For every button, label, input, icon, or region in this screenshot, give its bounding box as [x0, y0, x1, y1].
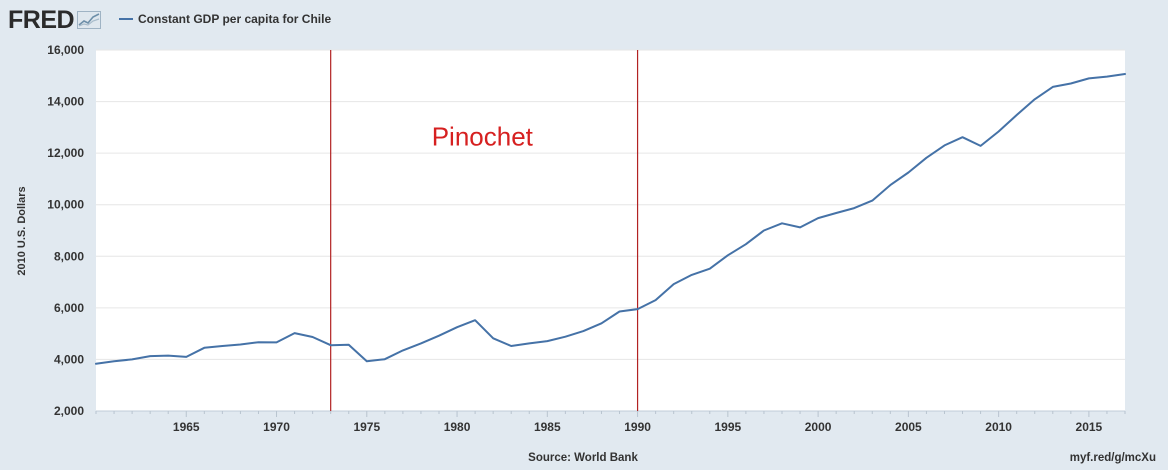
x-tick-label: 1995	[714, 420, 741, 434]
series-line	[95, 73, 1126, 365]
x-tick-label: 1985	[534, 420, 561, 434]
x-tick-label: 1990	[624, 420, 651, 434]
fred-logo[interactable]: FRED	[8, 5, 102, 34]
x-tick-label: 2005	[895, 420, 922, 434]
x-tick-label: 2000	[805, 420, 832, 434]
y-tick-label: 10,000	[47, 198, 84, 212]
annotation-label: Pinochet	[432, 121, 534, 151]
plot-area	[96, 50, 1125, 411]
x-tick-label: 1975	[353, 420, 380, 434]
y-tick-label: 2,000	[54, 404, 84, 418]
legend-swatch	[119, 18, 133, 20]
y-tick-label: 16,000	[47, 43, 84, 57]
x-tick-label: 1965	[173, 420, 200, 434]
legend-label: Constant GDP per capita for Chile	[138, 12, 332, 26]
short-link[interactable]: myf.red/g/mcXu	[1069, 452, 1156, 464]
y-tick-label: 8,000	[54, 249, 84, 263]
x-tick-label: 1970	[263, 420, 290, 434]
y-tick-label: 4,000	[54, 352, 84, 366]
chart-legend[interactable]: Constant GDP per capita for Chile	[119, 11, 331, 27]
trend-line-icon	[77, 11, 102, 29]
source-note: Source: World Bank	[528, 452, 638, 464]
x-tick-label: 1980	[444, 420, 471, 434]
y-tick-label: 14,000	[47, 95, 84, 109]
y-tick-label: 12,000	[47, 146, 84, 160]
y-tick-label: 6,000	[54, 301, 84, 315]
fred-wordmark: FRED	[8, 5, 75, 34]
x-tick-label: 2015	[1076, 420, 1103, 434]
x-tick-label: 2010	[985, 420, 1012, 434]
